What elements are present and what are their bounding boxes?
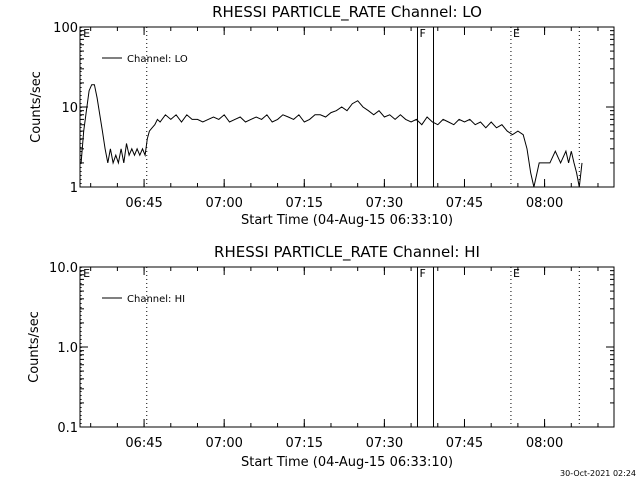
lo-legend: Channel: LO [102, 54, 188, 65]
hi-y-tick-label: 10.0 [49, 261, 78, 276]
hi-axis-ticks: 06:45 07:00 07:15 07:30 07:45 08:00 0.1 1.0 10.0 [49, 261, 614, 451]
lo-x-tick-label: 07:45 [446, 196, 483, 211]
hi-x-tick-label: 07:15 [286, 436, 323, 451]
lo-y-axis-label: Counts/sec [29, 71, 44, 143]
hi-x-axis-label: Start Time (04-Aug-15 06:33:10) [241, 455, 453, 470]
hi-plot-frame [79, 266, 615, 428]
hi-chart-title: RHESSI PARTICLE_RATE Channel: HI [214, 243, 480, 262]
hi-flag-label: F [419, 267, 425, 280]
footer-timestamp: 30-Oct-2021 02:24 [560, 469, 636, 478]
lo-y-tick-label: 10 [61, 101, 78, 116]
hi-legend: Channel: HI [102, 294, 185, 305]
hi-flag-label: E [513, 267, 520, 280]
hi-x-tick-label: 08:00 [526, 436, 563, 451]
hi-y-tick-label: 1.0 [57, 341, 78, 356]
hi-flag-label: E [83, 267, 90, 280]
lo-y-tick-label: 100 [53, 21, 78, 36]
hi-y-axis-label: Counts/sec [27, 311, 42, 383]
hi-y-tick-label: 0.1 [57, 421, 78, 436]
hi-x-tick-label: 07:30 [366, 436, 403, 451]
lo-legend-label: Channel: LO [127, 54, 188, 65]
lo-x-tick-label: 07:30 [366, 196, 403, 211]
lo-x-tick-label: 06:45 [125, 196, 162, 211]
hi-x-tick-label: 07:45 [446, 436, 483, 451]
hi-legend-label: Channel: HI [127, 294, 185, 305]
hi-channel-panel: RHESSI PARTICLE_RATE Channel: HI Counts/… [27, 243, 615, 470]
lo-series-line [80, 84, 583, 188]
lo-x-tick-label: 07:15 [286, 196, 323, 211]
hi-x-tick-label: 06:45 [125, 436, 162, 451]
lo-flag-label: E [513, 27, 520, 40]
lo-y-tick-label: 1 [70, 181, 78, 196]
lo-flag-label: F [419, 27, 425, 40]
lo-flag-label: E [83, 27, 90, 40]
lo-plot-frame [79, 26, 615, 188]
lo-series-layer [80, 84, 583, 188]
lo-x-tick-label: 08:00 [526, 196, 563, 211]
hi-x-tick-label: 07:00 [205, 436, 242, 451]
lo-x-tick-label: 07:00 [205, 196, 242, 211]
lo-channel-panel: RHESSI PARTICLE_RATE Channel: LO Counts/… [29, 3, 615, 228]
lo-x-axis-label: Start Time (04-Aug-15 06:33:10) [241, 213, 453, 228]
lo-axis-ticks: 06:45 07:00 07:15 07:30 07:45 08:00 1 10 100 [53, 21, 614, 211]
lo-chart-title: RHESSI PARTICLE_RATE Channel: LO [212, 3, 482, 22]
